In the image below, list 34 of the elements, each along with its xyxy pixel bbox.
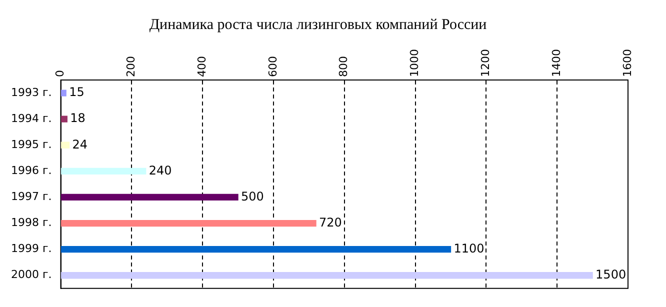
bar <box>60 168 146 175</box>
x-tick-label: 1400 <box>550 49 563 77</box>
x-tick-label: 800 <box>337 56 350 77</box>
chart-title: Динамика роста числа лизинговых компаний России <box>149 16 487 33</box>
data-label: 500 <box>241 189 264 204</box>
x-tick-label: 0 <box>54 70 67 77</box>
y-tick-label: 1998 г. <box>10 216 52 230</box>
bar <box>60 90 66 96</box>
bar <box>60 142 70 148</box>
x-tick-label: 1600 <box>620 49 634 77</box>
data-label: 24 <box>72 137 88 152</box>
y-tick-label: 1994 г. <box>10 112 52 125</box>
data-label: 720 <box>319 215 342 230</box>
y-tick-label: 2000 г. <box>10 268 52 282</box>
y-tick-label: 1995 г. <box>10 138 52 151</box>
y-tick-label: 1993 г. <box>10 86 52 99</box>
x-tick-label: 1200 <box>479 49 492 77</box>
x-tick-label: 400 <box>195 56 208 77</box>
y-tick-label: 1999 г. <box>10 242 52 256</box>
x-tick-label: 200 <box>124 56 138 77</box>
x-tick-label: 600 <box>266 56 280 77</box>
x-tick-label: 1000 <box>408 49 422 77</box>
bar <box>60 272 593 279</box>
bar <box>60 116 68 122</box>
bar <box>60 246 452 253</box>
data-label: 240 <box>148 163 172 178</box>
bar <box>60 220 316 227</box>
y-tick-label: 1996 г. <box>10 164 52 178</box>
y-tick-label: 1997 г. <box>10 190 52 204</box>
data-label: 15 <box>69 85 84 100</box>
data-label: 18 <box>70 111 86 126</box>
bar <box>60 194 238 201</box>
data-label: 1100 <box>454 241 484 256</box>
data-label: 1500 <box>596 268 626 282</box>
